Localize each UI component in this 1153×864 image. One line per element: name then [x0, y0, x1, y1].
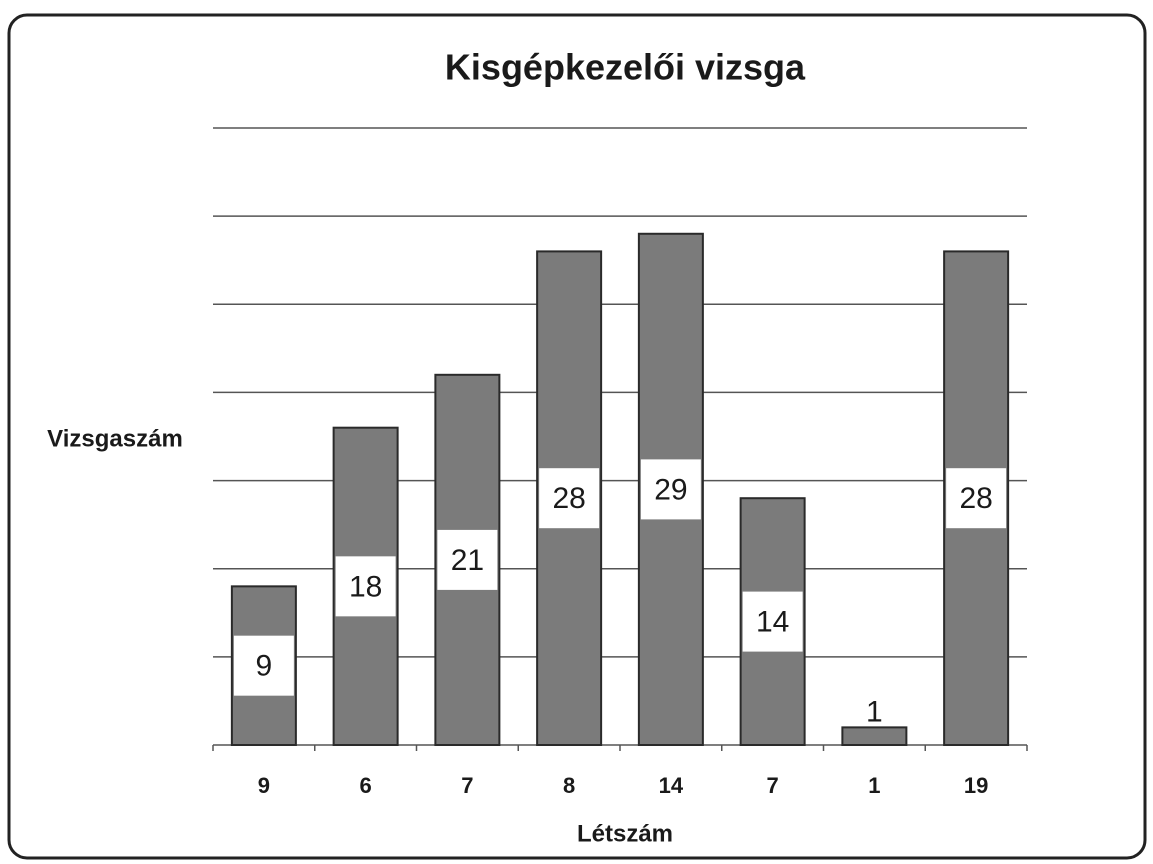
value-label-box [946, 468, 1007, 529]
value-label: 21 [451, 544, 484, 577]
x-tick-label: 8 [563, 773, 575, 798]
chart-title: Kisgépkezelői vizsga [445, 47, 806, 88]
value-label: 1 [866, 695, 883, 728]
value-label: 18 [349, 570, 382, 603]
value-label: 28 [552, 482, 585, 515]
value-label-box [742, 591, 803, 652]
value-label: 28 [959, 482, 992, 515]
bar [841, 726, 908, 746]
value-label: 14 [756, 606, 789, 639]
x-tick-label: 19 [964, 773, 988, 798]
x-tick-label: 1 [868, 773, 880, 798]
value-label: 9 [256, 650, 273, 683]
value-label-box [437, 529, 498, 590]
x-tick-label: 14 [659, 773, 684, 798]
value-label-box [233, 635, 294, 696]
value-label-box [335, 556, 396, 617]
x-tick-label: 6 [360, 773, 372, 798]
x-tick-label: 9 [258, 773, 270, 798]
x-tick-label: 7 [461, 773, 473, 798]
value-label-box [539, 468, 600, 529]
x-axis-title: Létszám [577, 820, 673, 847]
y-axis-title: Vizsgaszám [47, 425, 183, 452]
value-label-box [640, 459, 701, 520]
x-tick-label: 7 [767, 773, 779, 798]
value-label: 29 [654, 473, 687, 506]
